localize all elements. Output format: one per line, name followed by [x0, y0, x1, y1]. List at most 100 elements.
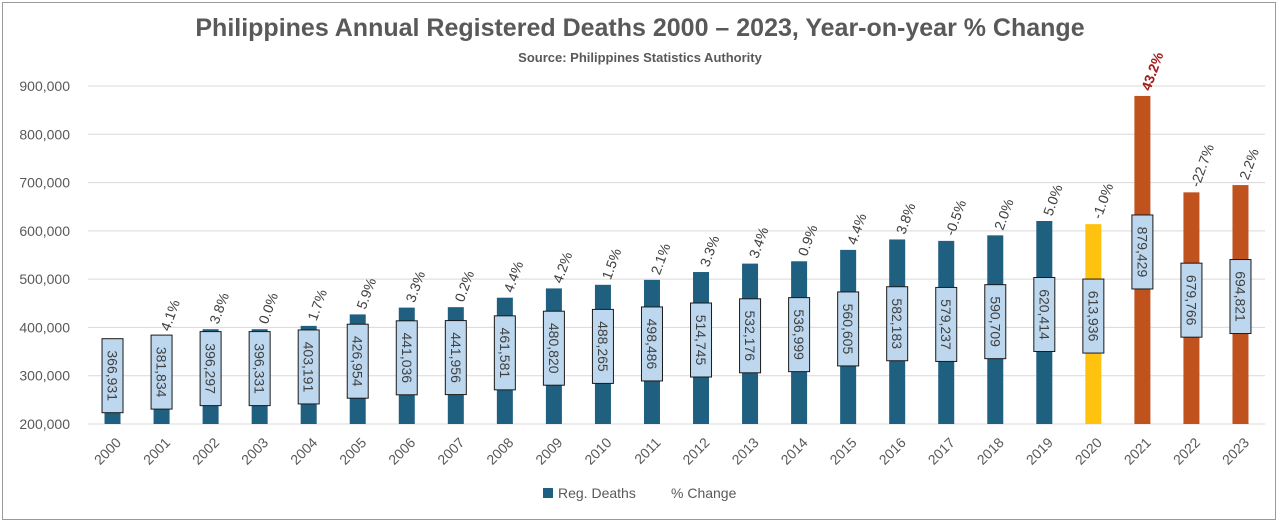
- x-tick-label: 2004: [287, 434, 320, 467]
- value-label: 381,834: [154, 347, 170, 398]
- y-tick-label: 700,000: [19, 175, 70, 191]
- x-tick-label: 2021: [1121, 434, 1154, 467]
- value-label: 480,820: [546, 323, 562, 374]
- x-tick-label: 2010: [581, 434, 614, 467]
- y-tick-label: 200,000: [19, 416, 70, 432]
- pct-change-label: -0.5%: [942, 198, 970, 238]
- value-label: 366,931: [105, 350, 121, 401]
- pct-change-label: 2.1%: [647, 241, 673, 276]
- x-tick-label: 2019: [1023, 434, 1056, 467]
- value-label-box: [395, 320, 418, 396]
- value-label-box: [935, 286, 958, 362]
- value-label-box: [837, 291, 860, 367]
- x-tick-label: 2005: [336, 434, 369, 467]
- x-tick-label: 2023: [1219, 434, 1252, 467]
- value-label: 396,297: [203, 343, 219, 394]
- pct-change-label: 0.9%: [795, 223, 821, 258]
- value-label-box: [101, 338, 124, 414]
- x-tick-label: 2022: [1170, 434, 1203, 467]
- x-tick-label: 2008: [483, 434, 516, 467]
- y-tick-label: 500,000: [19, 271, 70, 287]
- value-label: 488,265: [595, 321, 611, 372]
- chart-subtitle: Source: Philippines Statistics Authority: [518, 50, 762, 65]
- y-tick-label: 900,000: [19, 78, 70, 94]
- y-tick-label: 400,000: [19, 319, 70, 335]
- value-label-box: [1131, 214, 1154, 290]
- value-label-box: [984, 284, 1007, 360]
- chart-title: Philippines Annual Registered Deaths 200…: [195, 14, 1085, 42]
- x-tick-label: 2017: [925, 434, 958, 467]
- value-label: 441,956: [448, 332, 464, 383]
- pct-change-label: 2.0%: [991, 197, 1017, 232]
- x-tick-label: 2007: [434, 434, 467, 467]
- value-label-box: [248, 331, 271, 407]
- x-tick-label: 2012: [679, 434, 712, 467]
- legend-label: % Change: [671, 485, 737, 501]
- value-label: 590,709: [987, 296, 1003, 347]
- x-tick-label: 2020: [1072, 434, 1105, 467]
- pct-change-label: 4.4%: [844, 211, 870, 246]
- pct-change-label: 0.2%: [451, 268, 477, 303]
- value-label: 579,237: [938, 299, 954, 350]
- value-label: 396,331: [252, 343, 268, 394]
- pct-change-label: 3.3%: [402, 269, 428, 304]
- x-tick-label: 2006: [385, 434, 418, 467]
- value-label-box: [493, 315, 516, 391]
- value-label: 679,766: [1183, 275, 1199, 326]
- pct-change-label: 3.4%: [746, 225, 772, 260]
- value-label: 426,954: [350, 336, 366, 387]
- legend-label: Reg. Deaths: [558, 485, 636, 501]
- x-tick-label: 2001: [140, 434, 173, 467]
- value-label: 498,486: [644, 319, 660, 370]
- value-label-box: [640, 306, 663, 382]
- x-tick-label: 2015: [826, 434, 859, 467]
- value-label-box: [1229, 259, 1252, 335]
- pct-change-label: 3.3%: [697, 233, 723, 268]
- pct-change-label: 1.5%: [598, 246, 624, 281]
- value-label: 461,581: [497, 328, 513, 379]
- value-label-box: [1082, 278, 1105, 354]
- value-label-box: [542, 310, 565, 386]
- x-tick-label: 2018: [974, 434, 1007, 467]
- value-label-box: [1180, 262, 1203, 338]
- pct-change-label: 5.9%: [353, 276, 379, 311]
- pct-change-label: -1.0%: [1089, 181, 1117, 221]
- pct-change-label: 2.2%: [1236, 146, 1262, 181]
- value-label-box: [886, 286, 909, 362]
- value-label-box: [1033, 277, 1056, 353]
- y-tick-label: 600,000: [19, 223, 70, 239]
- value-label-box: [444, 320, 467, 396]
- x-tick-label: 2013: [728, 434, 761, 467]
- x-tick-label: 2003: [238, 434, 271, 467]
- value-label-box: [150, 334, 173, 410]
- x-tick-label: 2011: [631, 434, 664, 467]
- pct-change-label: 5.0%: [1040, 182, 1066, 217]
- value-label: 879,429: [1134, 227, 1150, 278]
- value-label: 536,999: [791, 309, 807, 360]
- value-label: 613,936: [1085, 291, 1101, 342]
- x-tick-label: 2014: [777, 434, 810, 467]
- x-tick-label: 2002: [189, 434, 222, 467]
- value-label-box: [591, 308, 614, 384]
- value-label-box: [346, 323, 369, 399]
- value-label: 441,036: [399, 333, 415, 384]
- y-tick-label: 300,000: [19, 368, 70, 384]
- legend-swatch: [543, 488, 553, 498]
- pct-change-label: 4.4%: [500, 259, 526, 294]
- x-tick-label: 2000: [91, 434, 124, 467]
- value-label: 582,183: [889, 298, 905, 349]
- x-tick-label: 2009: [532, 434, 565, 467]
- value-label-box: [788, 297, 811, 373]
- value-label: 403,191: [301, 342, 317, 393]
- value-label-box: [297, 329, 320, 405]
- value-label: 694,821: [1232, 271, 1248, 322]
- pct-change-label: 3.8%: [206, 290, 232, 325]
- value-label-box: [199, 331, 222, 407]
- pct-change-label: 4.2%: [549, 250, 575, 285]
- pct-change-label: -22.7%: [1187, 142, 1217, 189]
- value-label: 560,605: [840, 304, 856, 355]
- value-label-box: [739, 298, 762, 374]
- pct-change-label: 1.7%: [304, 287, 330, 322]
